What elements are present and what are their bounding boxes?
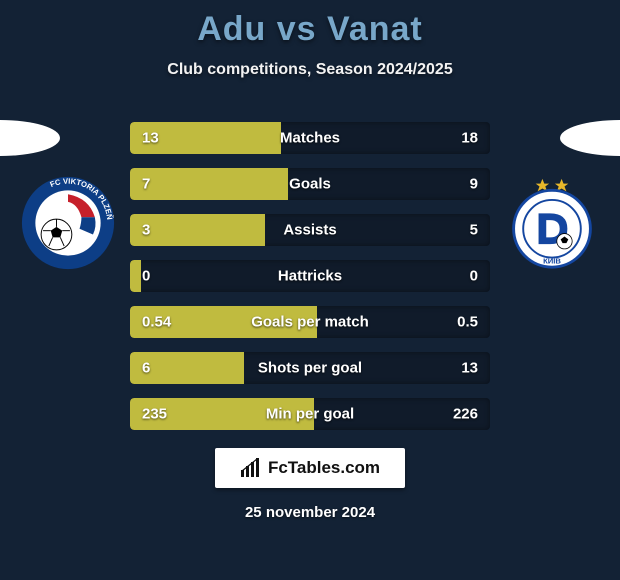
branding-text: FcTables.com (268, 458, 380, 478)
stat-value-right: 0 (470, 268, 478, 285)
dynamo-kyiv-crest-icon: КИЇВ (502, 175, 602, 271)
stat-value-left: 7 (142, 176, 150, 193)
stat-value-right: 13 (461, 360, 478, 377)
stat-label: Shots per goal (258, 360, 362, 377)
stat-value-right: 9 (470, 176, 478, 193)
stat-value-left: 3 (142, 222, 150, 239)
stat-value-right: 226 (453, 406, 478, 423)
stat-value-left: 13 (142, 130, 159, 147)
stat-row: 0 Hattricks 0 (130, 260, 490, 292)
stat-value-left: 0 (142, 268, 150, 285)
stat-label: Goals (289, 176, 331, 193)
stat-value-right: 18 (461, 130, 478, 147)
stat-row: 7 Goals 9 (130, 168, 490, 200)
stat-label: Goals per match (251, 314, 369, 331)
stat-row: 6 Shots per goal 13 (130, 352, 490, 384)
stat-label: Matches (280, 130, 340, 147)
stat-value-right: 0.5 (457, 314, 478, 331)
stat-value-left: 6 (142, 360, 150, 377)
stat-row: 3 Assists 5 (130, 214, 490, 246)
stat-label: Assists (283, 222, 336, 239)
branding-badge: FcTables.com (215, 448, 405, 488)
stat-value-right: 5 (470, 222, 478, 239)
page-title: Adu vs Vanat (0, 0, 620, 49)
svg-text:КИЇВ: КИЇВ (543, 256, 561, 265)
stat-fill (130, 168, 288, 200)
stat-label: Min per goal (266, 406, 354, 423)
stat-row: 0.54 Goals per match 0.5 (130, 306, 490, 338)
stat-row: 13 Matches 18 (130, 122, 490, 154)
stat-label: Hattricks (278, 268, 342, 285)
plzen-crest-icon: FC VIKTORIA PLZEŇ (18, 175, 118, 271)
player-photo-right (560, 120, 620, 156)
stat-fill (130, 260, 141, 292)
stat-row: 235 Min per goal 226 (130, 398, 490, 430)
stat-value-left: 235 (142, 406, 167, 423)
stats-container: 13 Matches 18 7 Goals 9 3 Assists 5 0 Ha… (130, 122, 490, 444)
branding-chart-icon (240, 458, 262, 478)
stat-value-left: 0.54 (142, 314, 171, 331)
snapshot-date: 25 november 2024 (245, 504, 375, 521)
player-photo-left (0, 120, 60, 156)
page-subtitle: Club competitions, Season 2024/2025 (0, 61, 620, 79)
